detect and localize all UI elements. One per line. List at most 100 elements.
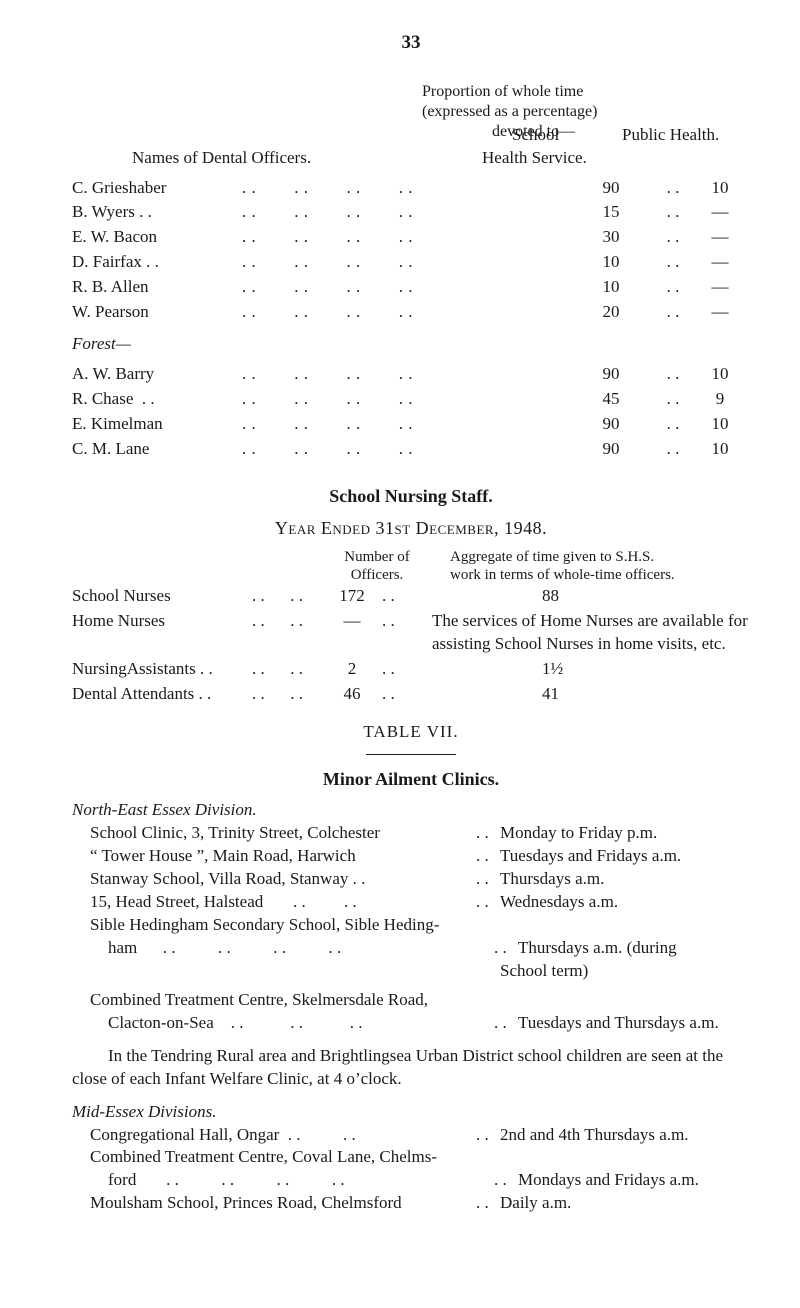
nursing-label: Dental Attendants . . <box>72 682 252 707</box>
combined-l2-right: Tuesdays and Thursdays a.m. <box>518 1012 750 1035</box>
nursing-label: School Nurses <box>72 584 252 609</box>
clinic-left: School Clinic, 3, Trinity Street, Colche… <box>90 822 476 845</box>
minor-ailment-title: Minor Ailment Clinics. <box>72 767 750 791</box>
health-service-value: 45 <box>566 387 656 412</box>
nursing-label: NursingAssistants . . <box>72 657 252 682</box>
table-row: NursingAssistants . .21½ <box>72 657 750 682</box>
dots: . . <box>656 362 690 387</box>
clinic-right: 2nd and 4th Thursdays a.m. <box>500 1124 750 1147</box>
dots <box>242 225 566 250</box>
table-row: R. B. Allen10. .— <box>72 275 750 300</box>
moulsham-left: Moulsham School, Princes Road, Chelmsfor… <box>90 1192 476 1215</box>
num-officers-l2: Officers. <box>322 566 432 584</box>
public-health-value: — <box>690 300 750 325</box>
coval-l1: Combined Treatment Centre, Coval Lane, C… <box>72 1146 750 1169</box>
dots: . . <box>476 822 500 845</box>
table-row: Dental Attendants . . 46 41 <box>72 682 750 707</box>
table-row: E. Kimelman90. .10 <box>72 412 750 437</box>
clinic-right: Thursdays a.m. <box>500 868 750 891</box>
clinic-row: Stanway School, Villa Road, Stanway . ..… <box>72 868 750 891</box>
clinic-row: 15, Head Street, Halstead . . . .. .Wedn… <box>72 891 750 914</box>
table-row: W. Pearson20. .— <box>72 300 750 325</box>
officer-name: R. B. Allen <box>72 275 242 300</box>
public-health-value: 9 <box>690 387 750 412</box>
dots <box>382 584 422 609</box>
table-row: Home Nurses—The services of Home Nurses … <box>72 609 750 657</box>
sible-l2-right: Thursdays a.m. (during <box>518 937 750 960</box>
health-service-value: 10 <box>566 275 656 300</box>
aggregate-value: The services of Home Nurses are availabl… <box>422 609 750 657</box>
dots <box>242 437 566 462</box>
nursing-staff-title: School Nursing Staff. <box>72 484 750 508</box>
officers-table: C. Grieshaber90. .10B. Wyers . .15. .—E.… <box>72 176 750 326</box>
public-health-value: 10 <box>690 362 750 387</box>
dots <box>242 300 566 325</box>
dots: . . <box>476 1192 500 1215</box>
dots <box>242 176 566 201</box>
sible-line-2: ham . . . . . . . . . . Thursdays a.m. (… <box>72 937 750 960</box>
nursing-table: School Nurses17288Home Nurses—The servic… <box>72 584 750 707</box>
page-number: 33 <box>72 30 750 56</box>
dots <box>252 584 322 609</box>
clinic-row: Congregational Hall, Ongar . . . .. .2nd… <box>72 1124 750 1147</box>
health-service-value: 90 <box>566 437 656 462</box>
table-vii-label: TABLE VII. <box>72 721 750 744</box>
public-health-value: — <box>690 275 750 300</box>
dots: . . <box>476 891 500 914</box>
clinic-left: Congregational Hall, Ongar . . . . <box>90 1124 476 1147</box>
officer-name: R. Chase . . <box>72 387 242 412</box>
school-label: School <box>482 124 622 147</box>
clinic-right: Tuesdays and Fridays a.m. <box>500 845 750 868</box>
dots: . . <box>656 387 690 412</box>
dots <box>242 250 566 275</box>
dots: . . <box>656 300 690 325</box>
public-health-value: 10 <box>690 412 750 437</box>
officer-name: A. W. Barry <box>72 362 242 387</box>
dots <box>252 657 322 682</box>
health-service-value: 15 <box>566 200 656 225</box>
clinic-row: “ Tower House ”, Main Road, Harwich. .Tu… <box>72 845 750 868</box>
moulsham-row: Moulsham School, Princes Road, Chelmsfor… <box>72 1192 750 1215</box>
coval-l2: ford . . . . . . . . . . Mondays and Fri… <box>72 1169 750 1192</box>
table-row: B. Wyers . .15. .— <box>72 200 750 225</box>
dots: . . <box>494 1169 518 1192</box>
dots: . . <box>656 250 690 275</box>
dots <box>242 362 566 387</box>
health-service-value: 90 <box>566 412 656 437</box>
sible-line-1: Sible Hedingham Secondary School, Sible … <box>72 914 750 937</box>
dots: . . <box>476 1124 500 1147</box>
aggregate-value: 41 <box>422 682 750 707</box>
health-service-value: 10 <box>566 250 656 275</box>
mid-division-label: Mid-Essex Divisions. <box>72 1101 750 1124</box>
names-of-officers-label: Names of Dental Officers. <box>72 147 482 170</box>
aggregate-value: 1½ <box>422 657 750 682</box>
coval-l2-left: ford . . . . . . . . <box>72 1169 494 1192</box>
health-service-label: Health Service. <box>482 147 622 170</box>
public-health-value: — <box>690 200 750 225</box>
officer-name: D. Fairfax . . <box>72 250 242 275</box>
clinic-left: “ Tower House ”, Main Road, Harwich <box>90 845 476 868</box>
public-health-value: — <box>690 225 750 250</box>
table-row: E. W. Bacon30. .— <box>72 225 750 250</box>
officer-count: — <box>322 609 382 657</box>
dots <box>242 275 566 300</box>
dots: . . <box>476 845 500 868</box>
dots: . . <box>656 437 690 462</box>
table-row: A. W. Barry90. .10 <box>72 362 750 387</box>
dots <box>242 412 566 437</box>
officer-name: C. Grieshaber <box>72 176 242 201</box>
moulsham-right: Daily a.m. <box>500 1192 750 1215</box>
combined-l2: Clacton-on-Sea . . . . . . . . Tuesdays … <box>72 1012 750 1035</box>
table-row: C. M. Lane90. .10 <box>72 437 750 462</box>
public-health-value: — <box>690 250 750 275</box>
health-service-value: 30 <box>566 225 656 250</box>
table-row: R. Chase . . 45. .9 <box>72 387 750 412</box>
health-service-value: 20 <box>566 300 656 325</box>
nursing-header-row: Number of Officers. Aggregate of time gi… <box>72 548 750 584</box>
officer-count: 46 <box>322 682 382 707</box>
dots: . . <box>494 937 518 960</box>
officer-name: C. M. Lane <box>72 437 242 462</box>
clinic-left: 15, Head Street, Halstead . . . . <box>90 891 476 914</box>
dots: . . <box>476 868 500 891</box>
officers-header-row: Names of Dental Officers. School Health … <box>72 124 750 170</box>
